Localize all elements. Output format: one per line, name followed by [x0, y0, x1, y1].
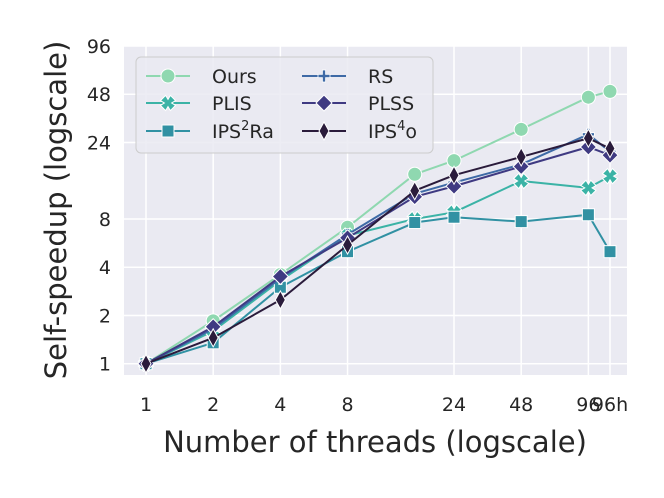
y-tick-label: 1	[99, 354, 111, 376]
legend: Ours PLIS IPS2Ra RS PLSS IPS4o	[135, 56, 434, 154]
data-point	[407, 166, 423, 182]
legend-entry-ips4o: IPS4o	[302, 119, 417, 143]
data-point	[408, 216, 422, 230]
y-tick-label: 48	[87, 84, 111, 106]
data-point	[582, 128, 594, 149]
legend-entry-plis: PLIS	[146, 93, 252, 115]
legend-swatch-marker	[159, 94, 177, 112]
data-point	[603, 245, 617, 259]
data-point	[602, 83, 618, 99]
data-point	[513, 121, 529, 137]
data-point	[601, 167, 619, 185]
legend-swatch-marker	[317, 69, 331, 83]
x-tick-label: 8	[341, 394, 353, 416]
legend-entry-rs: RS	[302, 66, 393, 88]
data-point	[274, 289, 286, 310]
legend-swatch-marker	[161, 124, 175, 138]
x-tick-label: 48	[509, 394, 533, 416]
data-point	[512, 172, 530, 190]
legend-label: IPS2Ra	[212, 119, 274, 143]
legend-swatch-marker	[160, 68, 176, 84]
x-axis-label: Number of threads (logscale)	[163, 425, 587, 459]
legend-label: IPS4o	[368, 119, 417, 143]
data-point	[448, 165, 460, 186]
data-point	[581, 208, 595, 222]
legend-label: Ours	[212, 66, 257, 88]
data-point	[207, 327, 219, 348]
legend-label: PLIS	[212, 93, 252, 115]
series-ips4o	[140, 128, 616, 374]
data-point	[580, 89, 596, 105]
y-tick-label: 8	[99, 209, 111, 231]
data-point	[341, 235, 354, 256]
x-tick-label: 1	[140, 394, 152, 416]
y-axis-label: Self-speedup (logscale)	[39, 41, 73, 380]
data-point	[271, 267, 290, 286]
data-point	[604, 138, 616, 159]
data-point	[579, 179, 597, 197]
data-point	[140, 353, 152, 374]
legend-label: PLSS	[368, 93, 414, 115]
data-point	[409, 180, 421, 201]
series-layer	[137, 83, 619, 374]
data-point	[515, 146, 527, 167]
data-point	[447, 210, 461, 224]
x-tick-label: 4	[274, 394, 286, 416]
legend-entry-plss: PLSS	[302, 93, 414, 115]
x-tick-label: 24	[442, 394, 466, 416]
y-tick-label: 4	[99, 257, 111, 279]
x-tick-label: 96	[576, 394, 600, 416]
legend-swatch-marker	[315, 94, 333, 112]
y-tick-label: 96	[87, 36, 111, 58]
x-tick-label: 96h	[592, 394, 628, 416]
legend-swatch-marker	[318, 120, 330, 142]
x-tick-label: 2	[207, 394, 219, 416]
data-point	[514, 215, 528, 229]
y-tick-label: 2	[99, 305, 111, 327]
y-tick-label: 24	[87, 132, 111, 154]
legend-box	[135, 56, 434, 154]
legend-label: RS	[368, 66, 393, 88]
legend-entry-ours: Ours	[146, 66, 257, 88]
data-point	[445, 177, 463, 195]
legend-entry-ips2ra: IPS2Ra	[146, 119, 274, 143]
